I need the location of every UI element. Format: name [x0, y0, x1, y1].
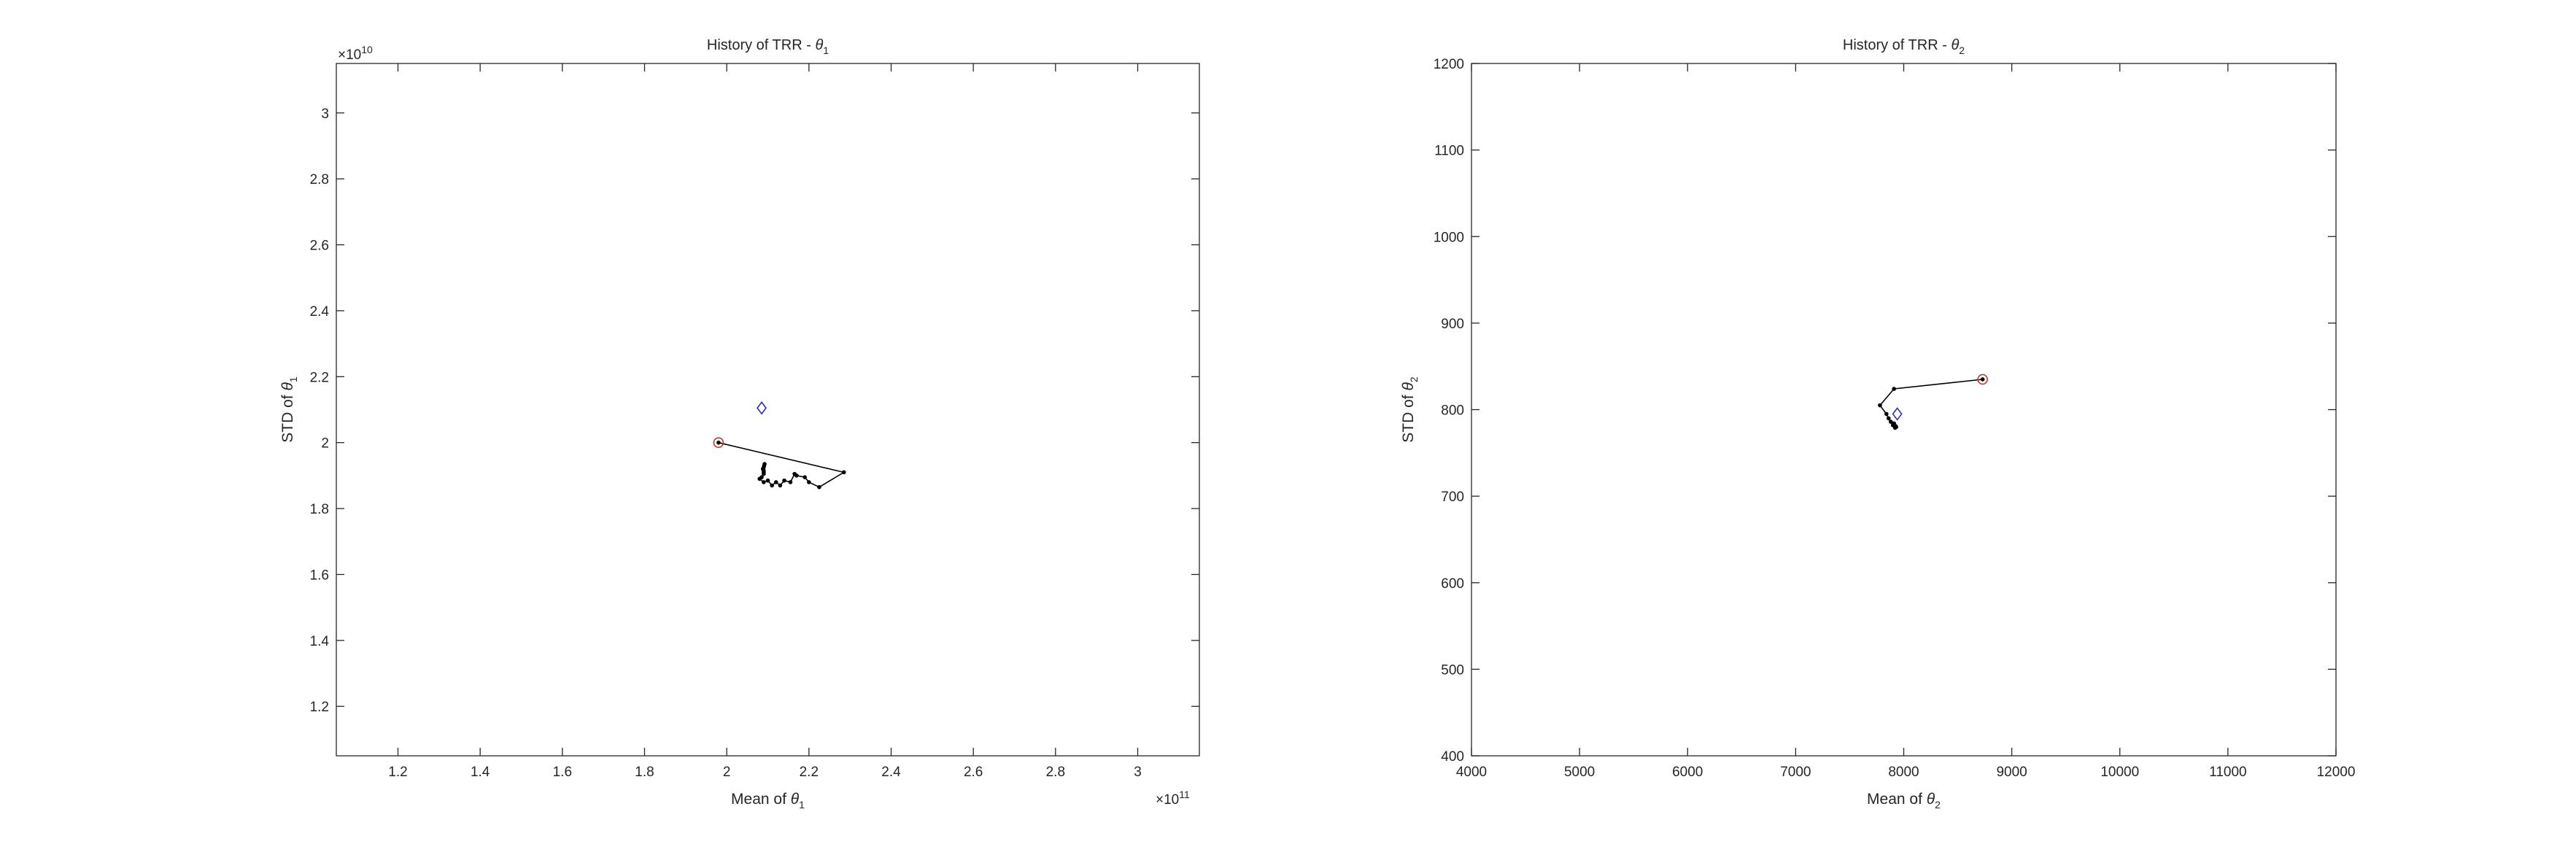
axes-box: [336, 63, 1200, 757]
x-tick-label: 1.2: [388, 765, 407, 780]
history-point: [788, 480, 793, 484]
history-point: [807, 480, 811, 484]
history-point: [1888, 419, 1893, 424]
y-tick-label: 2.2: [310, 370, 329, 385]
start-point-dot: [1981, 377, 1985, 382]
x-tick-label: 2.6: [964, 765, 983, 780]
x-tick-label: 2: [723, 765, 731, 780]
diamond-marker: [757, 401, 767, 415]
start-point-marker: [713, 437, 724, 448]
x-tick-label: 5000: [1564, 765, 1595, 780]
y-tick-label: 1100: [1434, 144, 1464, 159]
x-tick-label: 11000: [2209, 765, 2246, 780]
chart-title: History of TRR - θ2: [1843, 37, 1965, 56]
x-tick-label: 3: [1134, 765, 1142, 780]
history-point: [773, 480, 778, 484]
y-tick-label: 800: [1441, 403, 1464, 419]
history-point: [817, 484, 821, 490]
x-axis-label: Mean of θ1: [731, 791, 805, 811]
y-tick-label: 2: [321, 436, 329, 452]
diamond-marker: [1892, 407, 1903, 421]
history-point: [1886, 416, 1891, 421]
x-exponent-label: ×1011: [1156, 789, 1190, 808]
y-tick-label: 1200: [1434, 57, 1464, 72]
chart-title: History of TRR - θ1: [707, 37, 829, 56]
history-point: [765, 478, 770, 483]
start-point-marker: [1977, 374, 1988, 385]
subplot-2: 4000 5000 6000 7000 8000 9000 10000 11000 12000 4…: [1400, 37, 2355, 811]
history-point: [782, 478, 786, 483]
x-tick-label: 2.2: [800, 765, 819, 780]
x-tick-label: 2.4: [881, 765, 901, 780]
subplot-1: 1.2 1.4 1.6 1.8 2 2.2 2.4 2.6 2.8 3 1.2 1.4 1.6 1.8 2 2…: [279, 37, 1200, 811]
start-point-dot: [716, 441, 721, 445]
x-tick-label: 12000: [2317, 765, 2356, 780]
x-tick-label: 8000: [1888, 765, 1919, 780]
history-point: [778, 483, 783, 488]
y-tick-label: 2.4: [310, 304, 330, 320]
y-tick-label: 1.2: [310, 700, 329, 715]
y-tick-label: 1.6: [310, 568, 329, 583]
history-point: [802, 475, 807, 479]
history-point: [762, 480, 766, 484]
x-tick-label: 1.6: [553, 765, 572, 780]
x-tick-label: 7000: [1780, 765, 1811, 780]
y-tick-label: 1.8: [310, 502, 329, 517]
x-tick-label: 2.8: [1046, 765, 1065, 780]
y-tick-label: 2.8: [310, 172, 329, 187]
x-tick-label: 10000: [2100, 765, 2139, 780]
x-tick-label: 4000: [1456, 765, 1487, 780]
x-tick-label: 6000: [1672, 765, 1703, 780]
history-point: [762, 462, 767, 466]
y-axis-label: STD of θ1: [279, 376, 299, 443]
history-trace-line: [1879, 379, 1983, 429]
history-point: [1892, 387, 1896, 391]
y-tick-label: 600: [1441, 576, 1464, 592]
y-tick-label: 3: [321, 107, 329, 122]
x-tick-label: 9000: [1996, 765, 2027, 780]
x-axis-label: Mean of θ2: [1867, 791, 1941, 811]
history-trace-line: [718, 441, 846, 488]
history-point: [841, 470, 846, 475]
y-tick-label: 1000: [1434, 230, 1464, 245]
history-point: [1878, 403, 1882, 408]
y-tick-label: 900: [1441, 317, 1464, 332]
y-tick-label: 2.6: [310, 239, 329, 254]
history-point: [792, 471, 797, 476]
y-tick-label: 400: [1441, 749, 1464, 765]
history-point: [1884, 411, 1889, 417]
y-tick-label: 700: [1441, 490, 1464, 505]
x-tick-label: 1.4: [471, 765, 490, 780]
x-tick-label: 1.8: [635, 765, 654, 780]
history-point: [1893, 424, 1898, 428]
axes-box: [1471, 63, 2337, 757]
history-point: [770, 483, 774, 488]
y-exponent-label: ×1010: [338, 44, 373, 63]
y-axis-label: STD of θ2: [1400, 376, 1420, 443]
y-tick-label: 1.4: [310, 634, 330, 649]
y-tick-label: 500: [1441, 662, 1464, 678]
history-point: [759, 475, 764, 479]
